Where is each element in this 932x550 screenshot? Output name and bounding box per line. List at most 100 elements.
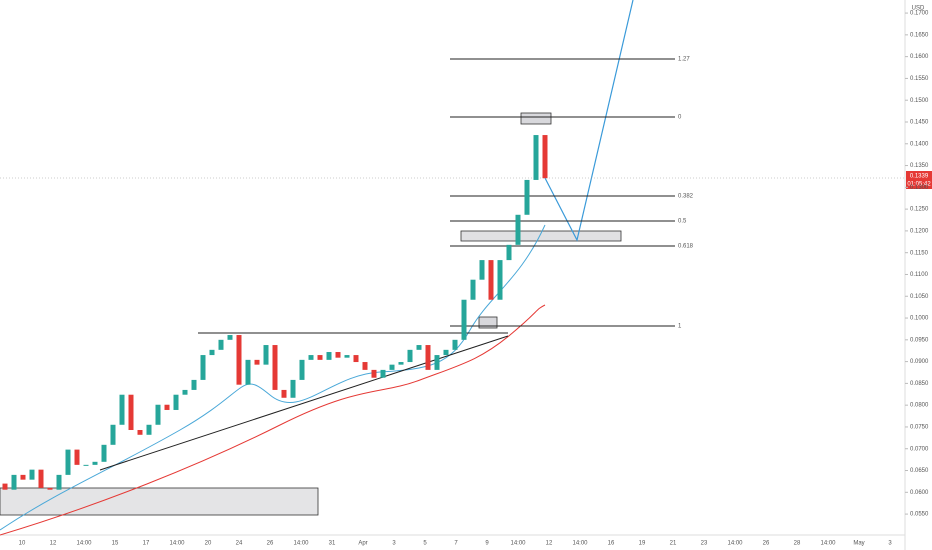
candle [533, 135, 539, 180]
candle [254, 359, 260, 365]
x-tick-label: 9 [485, 541, 489, 547]
candle [353, 355, 359, 363]
y-tick-label: 0.1400 [910, 141, 929, 147]
candle [110, 424, 116, 445]
price-tag [906, 171, 932, 189]
fib-label: 1.27 [678, 57, 690, 63]
candle [2, 483, 8, 490]
y-tick-label: 0.1450 [910, 120, 929, 126]
y-tick-label: 0.1050 [910, 294, 929, 300]
x-tick-label: 14:00 [76, 541, 92, 547]
y-tick-label: 0.1150 [910, 250, 929, 256]
candle [461, 299, 467, 340]
candle [263, 345, 269, 365]
y-tick-label: 0.1250 [910, 207, 929, 213]
candle [146, 424, 152, 435]
y-tick-label: 0.1700 [910, 11, 929, 17]
y-tick-label: 0.1100 [910, 272, 929, 278]
y-tick-label: 0.1650 [910, 32, 929, 38]
x-tick-label: 24 [236, 541, 243, 547]
candle [506, 244, 512, 261]
x-tick-label: 26 [763, 541, 770, 547]
candle [416, 345, 422, 350]
y-tick-label: 0.0950 [910, 337, 929, 343]
countdown: 01:05:42 [907, 182, 931, 188]
candle [317, 355, 323, 360]
x-tick-label: 28 [794, 541, 801, 547]
candle [65, 449, 71, 475]
candle [524, 179, 530, 215]
candle [497, 260, 503, 300]
slow-ma [0, 304, 546, 536]
candle [389, 364, 395, 370]
candle [101, 444, 107, 462]
candle [344, 355, 350, 358]
x-tick-label: 3 [392, 541, 396, 547]
x-tick-label: 15 [112, 541, 119, 547]
x-tick-label: May [853, 541, 864, 547]
candle [281, 389, 287, 398]
x-tick-label: 12 [50, 541, 57, 547]
candle [443, 349, 449, 356]
x-tick-label: 19 [639, 541, 646, 547]
support-zone [460, 230, 622, 242]
candle [119, 394, 125, 425]
y-tick-label: 0.0750 [910, 425, 929, 431]
candle [173, 394, 179, 410]
x-tick-label: 12 [546, 541, 553, 547]
candle [434, 355, 440, 370]
candle [56, 474, 62, 490]
x-tick-label: 31 [329, 541, 336, 547]
candle [542, 135, 548, 179]
y-tick-label: 0.1300 [910, 185, 929, 191]
candle [425, 345, 431, 370]
x-tick-label: 14:00 [727, 541, 743, 547]
candle [407, 349, 413, 363]
y-tick-label: 0.0900 [910, 359, 929, 365]
x-tick-label: 14:00 [169, 541, 185, 547]
fib-levels: 1.27 0 0.382 0.5 0.618 1 [450, 57, 694, 330]
currency: USD [912, 6, 925, 12]
y-tick-label: 0.0800 [910, 403, 929, 409]
y-tick-label: 0.1000 [910, 316, 929, 322]
candle [488, 260, 494, 300]
candle [398, 362, 404, 365]
fib-label: 1 [678, 324, 682, 330]
candle [83, 464, 89, 466]
candle [290, 379, 296, 398]
candle [155, 404, 161, 425]
y-tick-label: 0.1550 [910, 76, 929, 82]
fib-label: 0.618 [678, 244, 694, 250]
candle [299, 359, 305, 380]
candle [182, 389, 188, 395]
candle [371, 369, 377, 378]
x-tick-label: 17 [143, 541, 150, 547]
candle [38, 469, 44, 488]
y-tick-label: 0.1600 [910, 54, 929, 60]
base-zone [478, 316, 498, 329]
x-tick-label: 3 [888, 541, 892, 547]
candle [272, 345, 278, 390]
candle [227, 335, 233, 340]
candle [29, 469, 35, 480]
fast-ma [0, 224, 546, 531]
candle [515, 214, 521, 245]
x-tick-label: 5 [423, 541, 427, 547]
candle [137, 430, 143, 435]
fib-label: 0.5 [678, 219, 687, 225]
trendline [99, 335, 509, 471]
y-tick-label: 0.0650 [910, 468, 929, 474]
candle [362, 362, 368, 370]
x-tick-label: 21 [670, 541, 677, 547]
fib-label: 0 [678, 115, 682, 121]
candle [74, 449, 80, 465]
x-tick-label: 20 [205, 541, 212, 547]
projection-path [544, 0, 634, 242]
candle [209, 349, 215, 356]
price-tag-label: 0.1339 [910, 174, 929, 180]
x-tick-label: 14:00 [572, 541, 588, 547]
top-zone [520, 112, 552, 125]
candle [335, 352, 341, 358]
